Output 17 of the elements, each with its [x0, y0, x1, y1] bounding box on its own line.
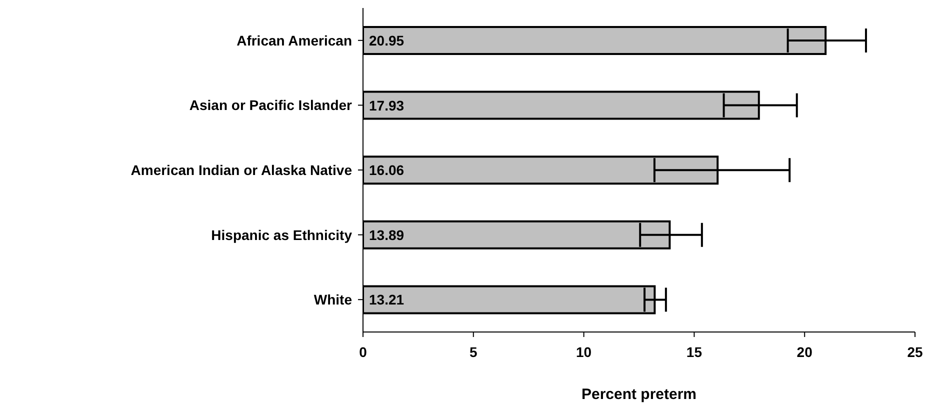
x-tick-label: 20	[796, 344, 813, 360]
data-label: 17.93	[369, 97, 404, 114]
x-tick-label: 10	[576, 344, 592, 360]
y-tick-label: African American	[236, 32, 352, 48]
data-label: 20.95	[369, 32, 404, 48]
x-tick-label: 5	[470, 344, 478, 360]
x-tick-label: 0	[359, 344, 368, 360]
data-label: 13.21	[369, 292, 404, 308]
data-label: 16.06	[369, 162, 404, 178]
y-tick-label: Asian or Pacific Islander	[189, 97, 353, 114]
y-tick-label: White	[314, 292, 352, 308]
y-tick-label: American Indian or Alaska Native	[130, 162, 352, 178]
y-tick-label: Hispanic as Ethnicity	[211, 226, 352, 243]
data-label: 13.89	[369, 226, 404, 243]
x-axis-title: Percent preterm	[581, 386, 697, 403]
x-tick-label: 25	[907, 344, 923, 360]
x-tick-label: 15	[686, 344, 702, 360]
